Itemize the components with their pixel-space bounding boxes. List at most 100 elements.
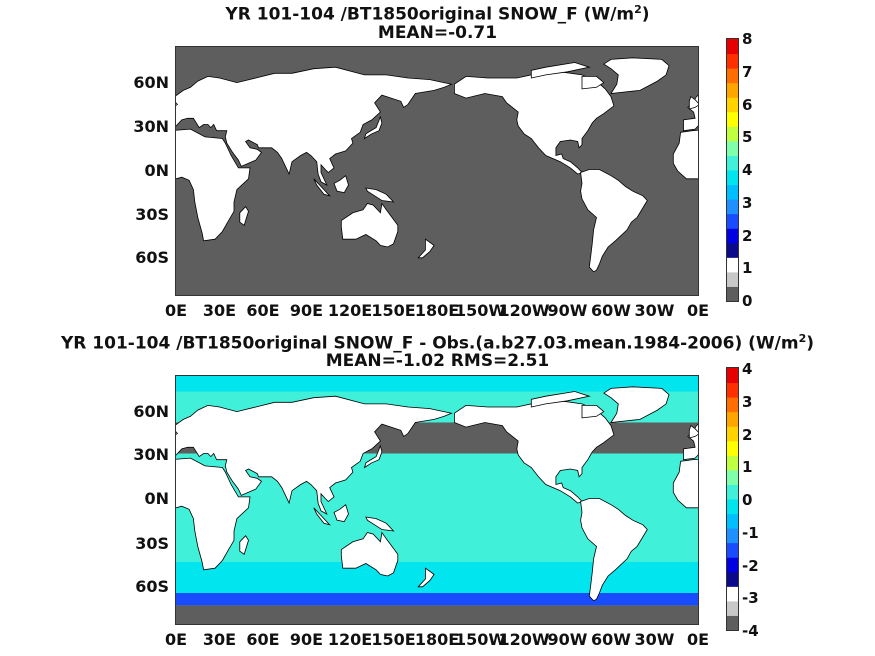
chart-1-xtick: 0E <box>164 301 188 320</box>
colorbar-tick: 8 <box>742 30 753 48</box>
colorbar-segment <box>727 126 738 142</box>
colorbar-segment <box>727 411 738 427</box>
chart-1-xtick: 120W <box>498 301 550 320</box>
chart-2-xtick: 60E <box>246 630 280 649</box>
chart-2-ytick: 60N <box>133 402 169 421</box>
colorbar-tick: 2 <box>742 226 753 245</box>
colorbar-tick: -2 <box>742 556 759 575</box>
chart-2-land-new-zealand <box>417 567 435 588</box>
colorbar-segment <box>727 440 738 456</box>
chart-2-xtick: 0E <box>164 630 188 649</box>
chart-2-xtick: 120E <box>327 630 373 649</box>
colorbar-segment <box>727 484 738 500</box>
colorbar-segment <box>727 286 738 301</box>
chart-2-ytick: 30S <box>135 534 169 553</box>
chart-2-colorbar <box>726 367 739 631</box>
chart-2-xtick: 90E <box>289 630 324 649</box>
colorbar-tick: -3 <box>742 589 759 608</box>
chart-2-land-sumatra <box>313 507 331 526</box>
colorbar-segment <box>727 213 738 229</box>
chart-1-ytick: 60N <box>133 73 169 92</box>
colorbar-segment <box>727 469 738 485</box>
chart-2-land-africa <box>176 457 251 571</box>
colorbar-tick: 4 <box>742 161 753 179</box>
chart-2-xtick: 90W <box>547 630 588 649</box>
chart-1-land <box>176 57 698 273</box>
colorbar-tick: 2 <box>742 425 753 444</box>
colorbar-segment <box>727 528 738 544</box>
colorbar-segment <box>727 140 738 156</box>
colorbar-segment <box>727 382 738 398</box>
colorbar-tick: 0 <box>742 292 753 310</box>
chart-2-xtick: 60W <box>591 630 631 649</box>
colorbar-segment <box>727 155 738 171</box>
colorbar-segment <box>727 53 738 69</box>
chart-2-colorbar-svg <box>727 368 738 630</box>
chart-2-subtitle: MEAN=-1.02 RMS=2.51 <box>325 351 550 371</box>
chart-1-land-japan <box>363 115 383 140</box>
chart-2-band <box>176 593 698 606</box>
chart-1-subtitle: MEAN=-0.71 <box>377 23 498 43</box>
chart-1-land-africa <box>176 128 251 242</box>
colorbar-tick: 1 <box>742 458 753 477</box>
chart-1-land-south-america <box>580 169 648 273</box>
colorbar-tick: 0 <box>742 491 753 509</box>
chart-2-xtick: 150W <box>454 630 507 649</box>
chart-1-land-new-zealand <box>417 238 435 259</box>
colorbar-segment <box>727 571 738 587</box>
chart-2-land-baffin-island <box>581 404 605 419</box>
chart-2-xtick: 0E <box>686 630 710 649</box>
chart-2-ytick: 60S <box>135 577 169 596</box>
chart-1-ytick: 0N <box>144 161 169 180</box>
chart-1-land-new-guinea <box>365 187 395 203</box>
chart-2-band <box>176 562 698 593</box>
colorbar-segment <box>727 499 738 515</box>
chart-2-land-eurasia <box>176 395 453 515</box>
chart-1-ytick: 30N <box>133 117 169 136</box>
chart-2-land-new-guinea <box>365 516 395 532</box>
chart-2-land-uk <box>176 431 179 435</box>
chart-2-ytick: 0N <box>144 489 169 508</box>
colorbar-segment <box>727 82 738 98</box>
colorbar-segment <box>727 242 738 258</box>
chart-2-xtick: 180E <box>414 630 460 649</box>
chart-2-xtick: 30W <box>634 630 675 649</box>
colorbar-segment <box>727 615 738 630</box>
chart-2-land <box>176 386 698 602</box>
chart-1-land-africa <box>672 129 698 180</box>
chart-1-land-borneo <box>333 175 349 194</box>
colorbar-tick: 4 <box>742 360 753 378</box>
chart-2-title: YR 101-104 /BT1850original SNOW_F - Obs.… <box>60 332 815 354</box>
chart-1-land-madagascar <box>239 206 249 226</box>
colorbar-segment <box>727 513 738 529</box>
chart-1-xtick: 120E <box>327 301 373 320</box>
colorbar-segment <box>727 257 738 273</box>
chart-1-land-australia <box>340 202 399 248</box>
chart-2-land-uk <box>688 424 698 439</box>
chart-2-xtick: 150E <box>371 630 416 649</box>
colorbar-segment <box>727 557 738 573</box>
chart-1-xtick: 90W <box>547 301 588 320</box>
chart-2-land-australia <box>340 531 399 577</box>
colorbar-tick: 5 <box>742 128 753 147</box>
colorbar-tick: 7 <box>742 62 753 81</box>
colorbar-segment <box>727 426 738 442</box>
chart-2-ytick: 30N <box>133 445 169 464</box>
colorbar-segment <box>727 455 738 471</box>
colorbar-segment <box>727 170 738 186</box>
chart-2-land-south-america <box>580 498 648 602</box>
colorbar-tick: 3 <box>742 392 753 411</box>
chart-2-land-madagascar <box>239 535 249 555</box>
colorbar-tick: 3 <box>742 193 753 212</box>
colorbar-segment <box>727 111 738 127</box>
chart-2-land-borneo <box>333 504 349 523</box>
chart-1-land-baffin-island <box>581 75 605 90</box>
colorbar-segment <box>727 368 738 384</box>
colorbar-tick: 1 <box>742 259 753 278</box>
chart-1-land-eurasia <box>176 66 453 186</box>
chart-1-land-canadian-arctic <box>530 62 591 79</box>
colorbar-tick: 6 <box>742 95 753 114</box>
chart-2-map-svg <box>176 376 698 624</box>
chart-1-land-sumatra <box>313 178 331 197</box>
chart-2-land-canadian-arctic <box>530 391 591 408</box>
